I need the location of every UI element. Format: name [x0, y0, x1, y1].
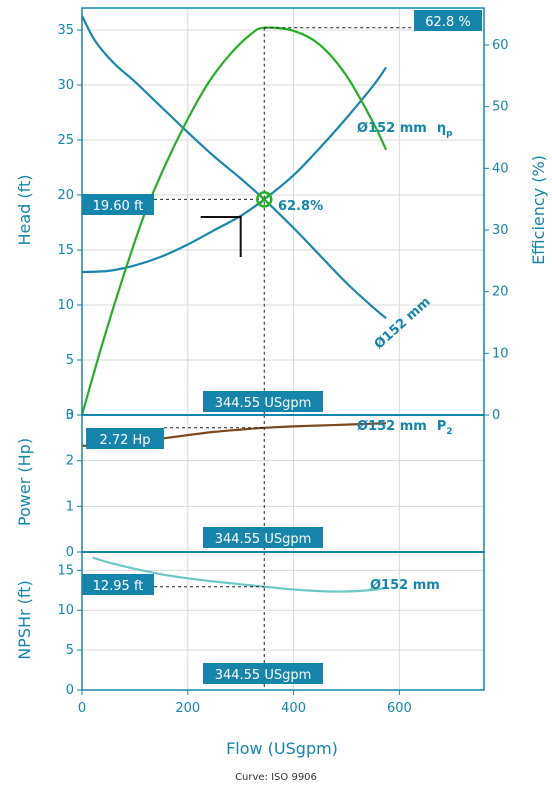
x-tick-label: 200: [175, 701, 200, 716]
y2-tick-label: 40: [492, 161, 509, 176]
grid-layer: [82, 8, 484, 690]
y2-tick-label: 30: [492, 223, 509, 238]
y-tick-label: 15: [57, 243, 74, 258]
efficiency-curve-label-name: Ø152 mm: [357, 121, 427, 136]
y2-tick-label: 0: [492, 408, 500, 423]
y-tick-label: 3: [66, 408, 74, 423]
flow-callout-npshr: 344.55 USgpm: [203, 663, 323, 684]
npshr-callout-text: 12.95 ft: [93, 579, 144, 594]
npshr-callout-box: [82, 574, 154, 595]
y-tick-label: 1: [66, 499, 74, 514]
power-symbol-sub: 2: [446, 427, 452, 437]
operating-point-cross: [258, 193, 270, 206]
efficiency-symbol-sub: p: [446, 129, 453, 139]
flow-callout-npshr-text: 344.55 USgpm: [215, 668, 312, 683]
head-callout-box: [82, 194, 154, 215]
y-tick-label: 5: [66, 643, 74, 658]
y-tick-label: 0: [66, 408, 74, 423]
x-tick-label: 400: [281, 701, 306, 716]
y-tick-label: 10: [57, 603, 74, 618]
curve-standard-caption: Curve: ISO 9906: [235, 772, 317, 783]
flow-callout-head-box: [203, 391, 323, 412]
power-curve-label-name: Ø152 mm: [357, 419, 427, 434]
flow-callout-head-text: 344.55 USgpm: [215, 396, 312, 411]
head-curve-label: Ø152 mm: [372, 294, 434, 352]
head-callout: 19.60 ft: [82, 194, 154, 215]
y2-tick-label: 10: [492, 346, 509, 361]
flow-callout-power-text: 344.55 USgpm: [215, 532, 312, 547]
y-tick-label: 25: [57, 133, 74, 148]
frame-layer: [81, 7, 485, 691]
flow-callout-power-box: [203, 527, 323, 548]
head-curve: [81, 15, 387, 320]
operating-efficiency-label: 62.8%: [278, 199, 323, 214]
x-tick-label: 600: [387, 701, 412, 716]
power-axis-title: Power (Hp): [15, 438, 34, 526]
npshr-axis-title: NPSHr (ft): [15, 580, 34, 660]
y-tick-label: 35: [57, 23, 74, 38]
x-tick-label: 0: [78, 701, 86, 716]
max-efficiency-callout: 62.8 %: [414, 10, 482, 31]
y-tick-label: 5: [66, 353, 74, 368]
npshr-callout: 12.95 ft: [82, 574, 154, 595]
y-tick-label: 15: [57, 563, 74, 578]
y-tick-label: 0: [66, 545, 74, 560]
flow-axis-title: Flow (USgpm): [226, 739, 338, 758]
efficiency-curve: [80, 26, 388, 416]
npshr-curve-label: Ø152 mm: [370, 578, 440, 593]
power-callout-box: [86, 428, 164, 449]
y2-tick-label: 60: [492, 38, 509, 53]
y-tick-label: 10: [57, 298, 74, 313]
max-efficiency-callout-text: 62.8 %: [425, 15, 470, 30]
operating-point-marker: [255, 191, 273, 208]
efficiency-symbol: η: [437, 121, 446, 136]
efficiency-curve-label: Ø152 mm ηp: [357, 121, 453, 139]
max-efficiency-callout-box: [414, 10, 482, 31]
series-layer: [80, 15, 414, 690]
duty-point-marker: [200, 216, 242, 257]
y2-tick-label: 20: [492, 285, 509, 300]
flow-callout-power: 344.55 USgpm: [203, 527, 323, 548]
flow-callout-head: 344.55 USgpm: [203, 391, 323, 412]
power-callout: 2.72 Hp: [86, 428, 164, 449]
head-callout-text: 19.60 ft: [93, 199, 144, 214]
y-tick-label: 2: [66, 454, 74, 469]
power-callout-text: 2.72 Hp: [99, 433, 150, 448]
efficiency-axis-title: Efficiency (%): [529, 155, 548, 265]
power-symbol: P: [437, 419, 447, 434]
y-tick-label: 0: [66, 683, 74, 698]
head-axis-title: Head (ft): [15, 174, 34, 245]
power-curve-label: Ø152 mm P2: [357, 419, 453, 437]
system-curve: [81, 66, 387, 274]
y-tick-label: 20: [57, 188, 74, 203]
flow-callout-npshr-box: [203, 663, 323, 684]
y2-tick-label: 50: [492, 100, 509, 115]
y-tick-label: 30: [57, 78, 74, 93]
npshr-curve: [92, 556, 387, 593]
